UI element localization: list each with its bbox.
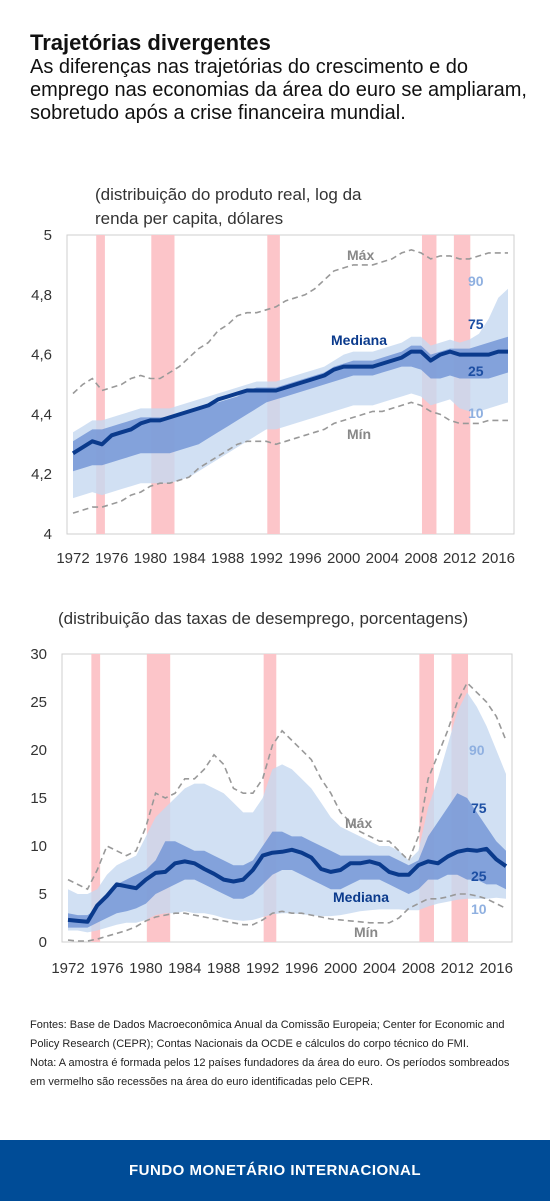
recession-band xyxy=(91,654,101,942)
page-title: Trajetórias divergentes xyxy=(30,30,271,55)
x-tick-label: 2004 xyxy=(366,550,399,567)
min-line xyxy=(72,401,508,514)
y-tick-label: 20 xyxy=(30,742,47,759)
chart-title-line: renda per capita, dólares xyxy=(95,209,283,228)
x-tick-label: 1988 xyxy=(207,960,240,977)
sources-text: Fontes: Base de Dados Macroeconômica Anu… xyxy=(30,1019,505,1050)
y-tick-label: 5 xyxy=(44,227,52,244)
median-line xyxy=(71,349,508,456)
x-tick-label: 1996 xyxy=(285,960,318,977)
source-notes: Fontes: Base de Dados Macroeconômica Anu… xyxy=(30,1016,525,1092)
x-tick-label: 2016 xyxy=(480,960,513,977)
median-label: Mediana xyxy=(331,332,387,348)
p90-label: 90 xyxy=(469,742,485,758)
band-25-75 xyxy=(73,336,508,472)
y-tick-label: 10 xyxy=(30,838,47,855)
x-tick-label: 2000 xyxy=(327,550,360,567)
y-tick-label: 4,2 xyxy=(31,466,52,483)
y-tick-label: 15 xyxy=(30,790,47,807)
page-subtitle: As diferenças nas trajetórias do crescim… xyxy=(30,56,527,124)
p25-label: 25 xyxy=(468,363,484,379)
x-tick-label: 2008 xyxy=(402,960,435,977)
footer-label: FUNDO MONETÁRIO INTERNACIONAL xyxy=(129,1162,421,1179)
x-tick-label: 1992 xyxy=(250,550,283,567)
p25-label: 25 xyxy=(471,868,487,884)
note-text: Nota: A amostra é formada pelos 12 paíse… xyxy=(30,1057,510,1088)
chart-title-line: (distribuição do produto real, log da xyxy=(95,185,362,204)
p10-label: 10 xyxy=(471,901,487,917)
min-label: Mín xyxy=(354,924,378,940)
x-tick-label: 1980 xyxy=(134,550,167,567)
x-tick-label: 1980 xyxy=(129,960,162,977)
x-tick-label: 1988 xyxy=(211,550,244,567)
recession-band xyxy=(151,235,175,534)
y-tick-label: 4 xyxy=(44,526,52,543)
x-tick-label: 1976 xyxy=(90,960,123,977)
median-line xyxy=(67,846,508,924)
y-tick-label: 5 xyxy=(39,886,47,903)
p10-label: 10 xyxy=(468,405,484,421)
y-tick-label: 30 xyxy=(30,646,47,663)
x-tick-label: 1972 xyxy=(51,960,84,977)
x-tick-label: 2012 xyxy=(441,960,474,977)
chart-title-line: (distribuição das taxas de desemprego, p… xyxy=(58,609,468,628)
x-tick-label: 2004 xyxy=(363,960,396,977)
band-25-75 xyxy=(68,793,506,928)
output-distribution-chart: (distribuição do produto real, log da ren… xyxy=(31,185,515,567)
min-label: Mín xyxy=(347,426,371,442)
x-tick-label: 1984 xyxy=(172,550,205,567)
p90-label: 90 xyxy=(468,273,484,289)
median-label: Mediana xyxy=(333,889,389,905)
y-tick-label: 4,8 xyxy=(31,287,52,304)
unemployment-distribution-chart: (distribuição das taxas de desemprego, p… xyxy=(30,609,513,977)
max-label: Máx xyxy=(347,247,374,263)
x-tick-label: 2000 xyxy=(324,960,357,977)
y-tick-label: 4,6 xyxy=(31,347,52,364)
x-tick-label: 1972 xyxy=(56,550,89,567)
x-tick-label: 2016 xyxy=(482,550,515,567)
x-tick-label: 2008 xyxy=(404,550,437,567)
recession-band xyxy=(96,235,105,534)
x-tick-label: 1992 xyxy=(246,960,279,977)
footer-bar: FUNDO MONETÁRIO INTERNACIONAL xyxy=(0,1140,550,1201)
min-line xyxy=(67,893,507,942)
y-tick-label: 0 xyxy=(39,934,47,951)
y-tick-label: 4,4 xyxy=(31,406,52,423)
p75-label: 75 xyxy=(468,316,484,332)
x-tick-label: 1996 xyxy=(288,550,321,567)
max-line xyxy=(67,681,507,891)
x-tick-label: 1984 xyxy=(168,960,201,977)
y-tick-label: 25 xyxy=(30,694,47,711)
x-tick-label: 2012 xyxy=(443,550,476,567)
max-label: Máx xyxy=(345,815,372,831)
x-tick-label: 1976 xyxy=(95,550,128,567)
p75-label: 75 xyxy=(471,800,487,816)
